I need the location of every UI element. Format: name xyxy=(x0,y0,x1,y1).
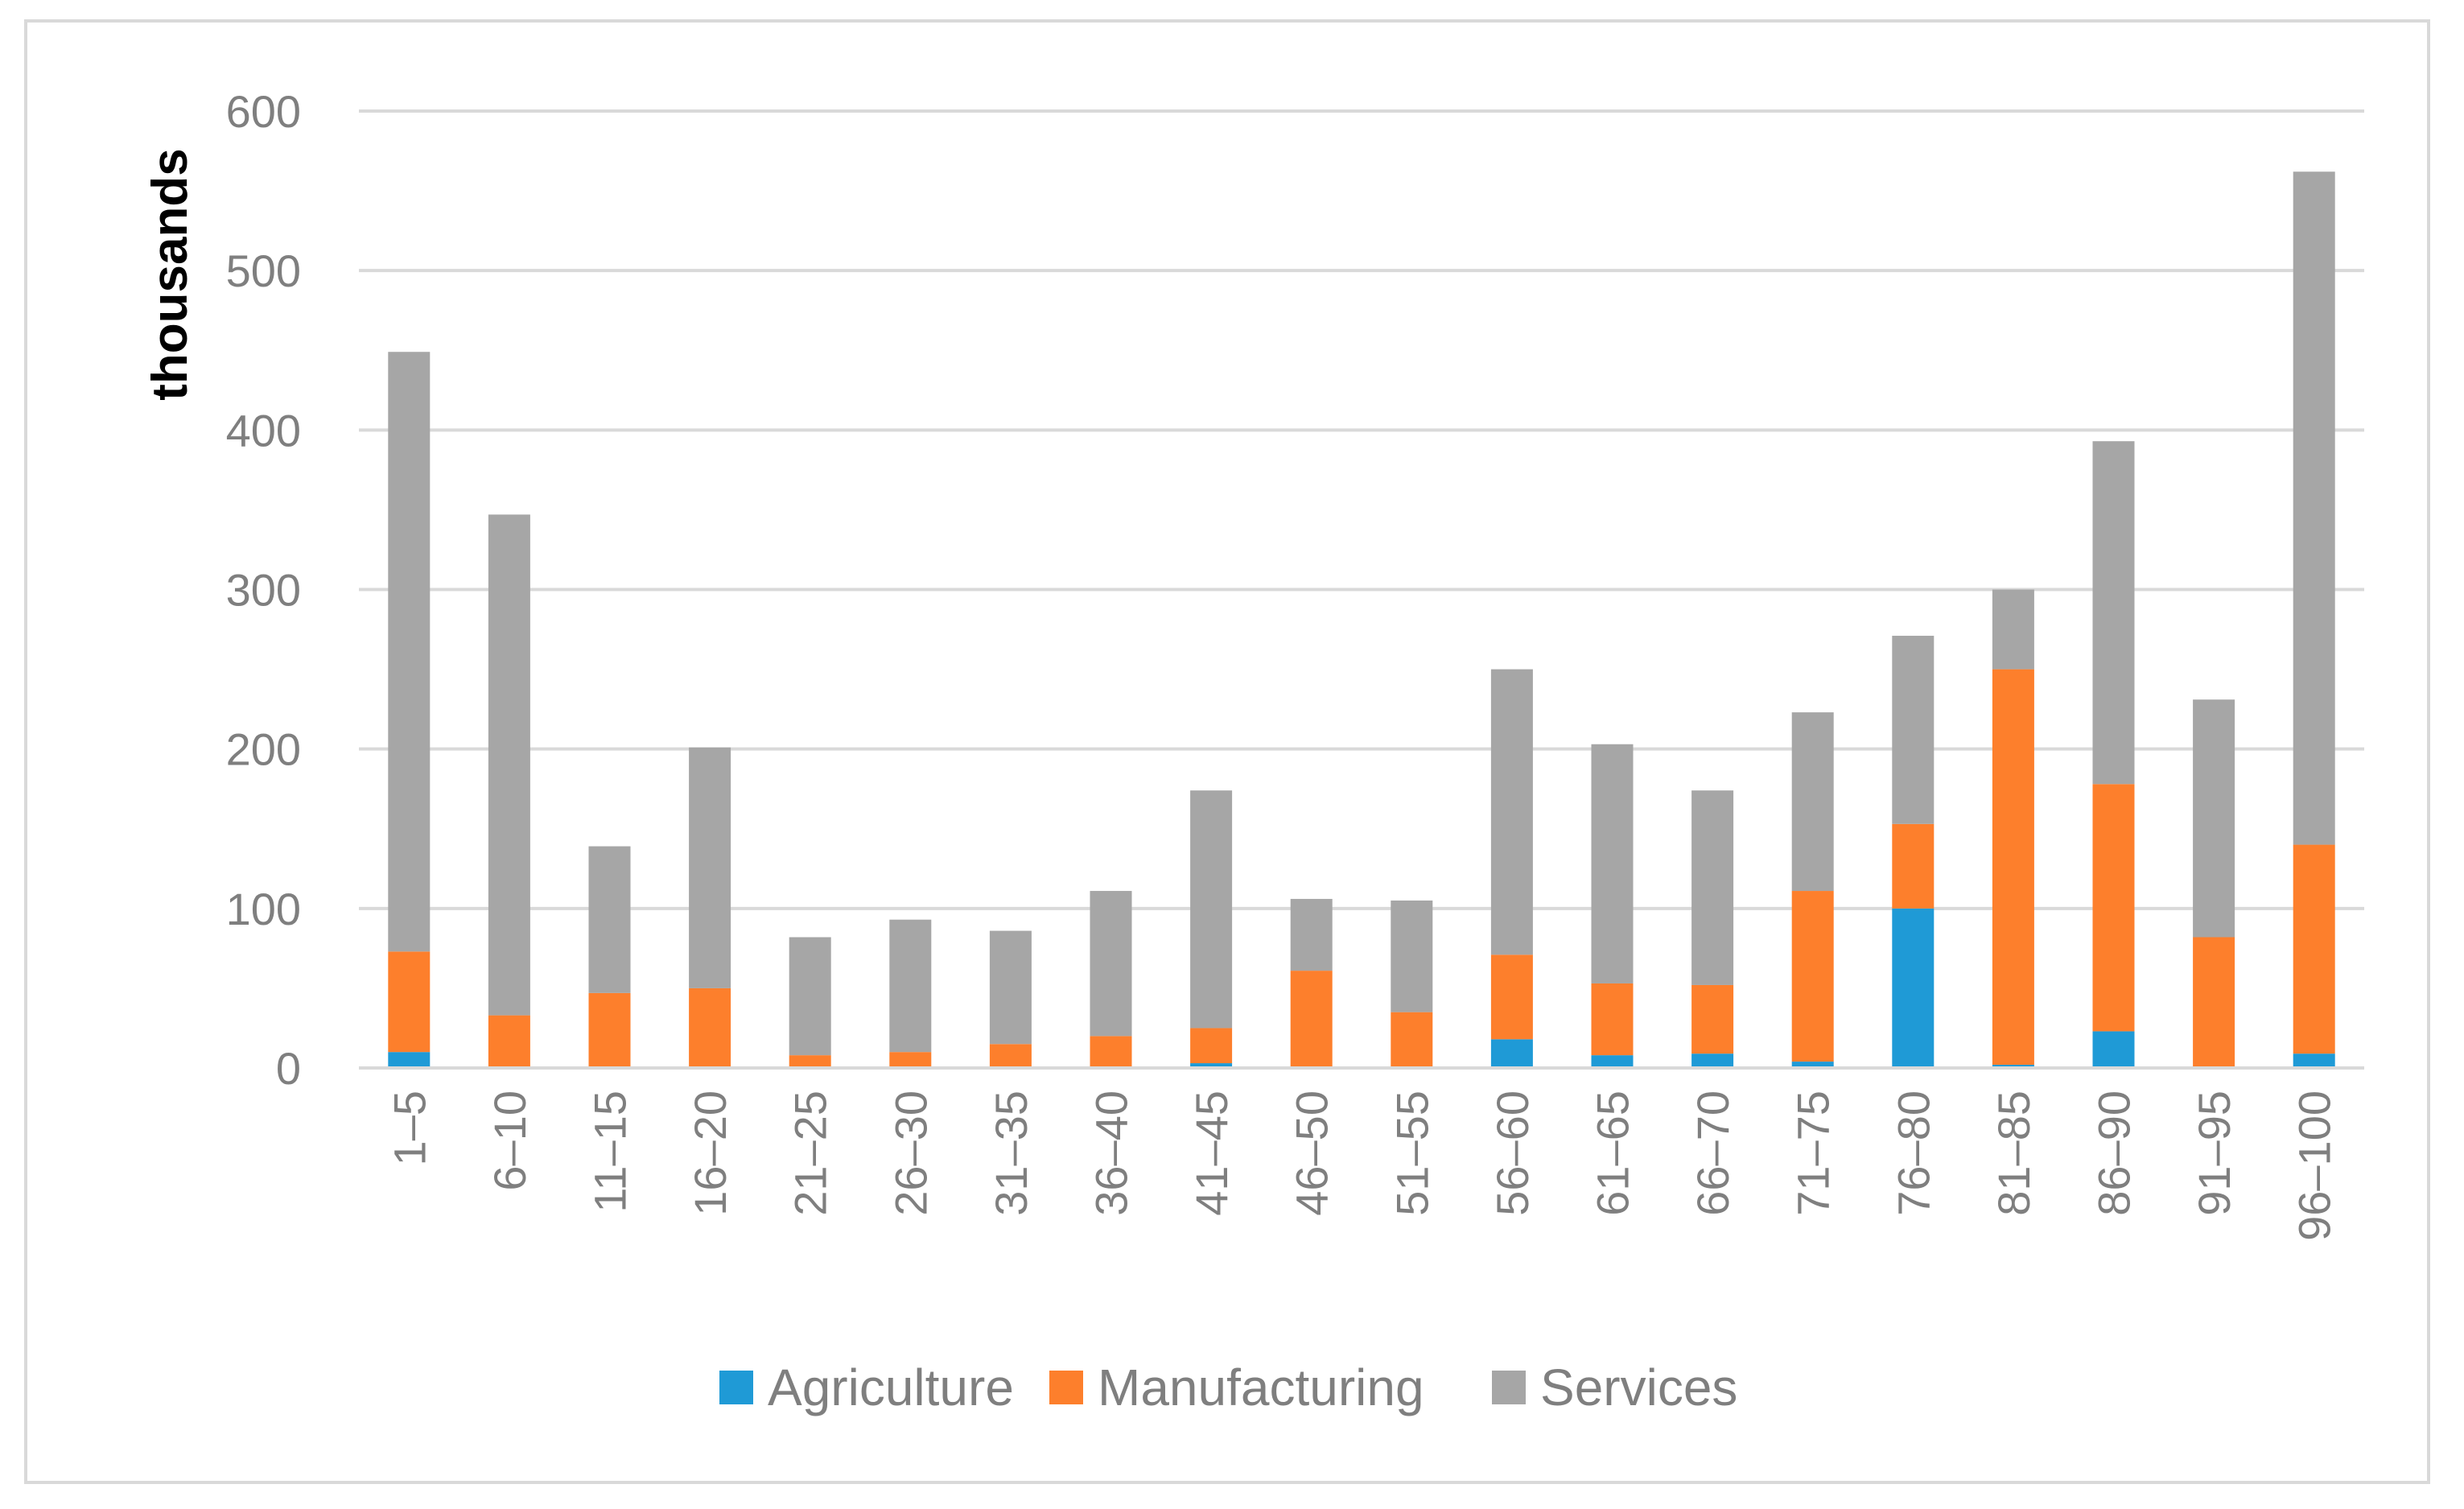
x-tick-label: 86–90 xyxy=(2089,1091,2140,1216)
bar-agriculture-18 xyxy=(2092,1031,2135,1068)
bar-services-18 xyxy=(2092,441,2135,785)
legend-label-services: Services xyxy=(1540,1359,1737,1416)
bar-services-6 xyxy=(889,919,932,1053)
bar-agriculture-20 xyxy=(2293,1053,2335,1068)
bar-manufacturing-20 xyxy=(2293,844,2335,1054)
bar-agriculture-1 xyxy=(388,1052,431,1068)
bar-services-19 xyxy=(2193,699,2235,938)
bar-manufacturing-15 xyxy=(1791,891,1834,1062)
x-tick-label: 6–10 xyxy=(484,1091,535,1191)
bar-manufacturing-4 xyxy=(689,987,731,1068)
y-tick-label: 600 xyxy=(226,86,301,137)
bar-services-17 xyxy=(1992,589,2034,670)
x-tick-label: 51–55 xyxy=(1387,1091,1437,1216)
x-tick-label: 81–85 xyxy=(1988,1091,2039,1216)
legend-label-manufacturing: Manufacturing xyxy=(1098,1359,1424,1416)
x-axis-ticks: 1–5 6–10 11–15 16–20 21–25 26–30 31–35 36–40 41–… xyxy=(384,1091,2339,1241)
x-tick-label: 21–25 xyxy=(785,1091,836,1216)
bar-agriculture-9 xyxy=(1190,1063,1233,1068)
bar-services-10 xyxy=(1290,898,1333,971)
bar-manufacturing-10 xyxy=(1290,971,1333,1068)
x-tick-label: 71–75 xyxy=(1788,1091,1839,1216)
x-tick-label: 26–30 xyxy=(885,1091,936,1216)
y-tick-label: 0 xyxy=(276,1043,301,1094)
bar-manufacturing-9 xyxy=(1190,1028,1233,1064)
bar-services-4 xyxy=(689,747,731,988)
bar-agriculture-12 xyxy=(1490,1039,1533,1068)
bar-services-9 xyxy=(1190,790,1233,1029)
bar-manufacturing-16 xyxy=(1892,823,1935,909)
bar-manufacturing-1 xyxy=(388,951,431,1053)
gridlines xyxy=(359,109,2364,910)
bar-manufacturing-11 xyxy=(1391,1012,1433,1068)
bar-manufacturing-8 xyxy=(1090,1036,1132,1068)
x-tick-label: 96–100 xyxy=(2289,1091,2340,1241)
x-tick-label: 91–95 xyxy=(2189,1091,2239,1216)
x-tick-label: 56–60 xyxy=(1487,1091,1538,1216)
x-tick-label: 41–45 xyxy=(1186,1091,1237,1216)
bar-manufacturing-13 xyxy=(1591,983,1634,1056)
bar-manufacturing-7 xyxy=(989,1044,1032,1068)
bar-agriculture-16 xyxy=(1892,908,1935,1068)
x-tick-label: 36–40 xyxy=(1086,1091,1137,1216)
bar-manufacturing-5 xyxy=(789,1055,831,1068)
y-tick-label: 400 xyxy=(226,405,301,456)
legend-swatch-agriculture xyxy=(719,1371,753,1404)
bar-services-3 xyxy=(588,846,631,993)
legend-label-agriculture: Agriculture xyxy=(768,1359,1014,1416)
y-tick-label: 500 xyxy=(226,245,301,296)
y-tick-label: 200 xyxy=(226,724,301,775)
bar-manufacturing-18 xyxy=(2092,784,2135,1032)
bar-services-14 xyxy=(1691,790,1734,985)
x-tick-label: 46–50 xyxy=(1287,1091,1337,1216)
bar-services-2 xyxy=(488,514,530,1016)
x-tick-label: 61–65 xyxy=(1588,1091,1638,1216)
bar-manufacturing-2 xyxy=(488,1015,530,1068)
bar-services-1 xyxy=(388,352,431,952)
legend-swatch-manufacturing xyxy=(1049,1371,1083,1404)
bar-agriculture-15 xyxy=(1791,1062,1834,1068)
bar-services-7 xyxy=(989,930,1032,1045)
legend-swatch-services xyxy=(1492,1371,1526,1404)
bar-manufacturing-19 xyxy=(2193,937,2235,1068)
bar-agriculture-13 xyxy=(1591,1055,1634,1068)
bar-services-11 xyxy=(1391,900,1433,1012)
x-tick-label: 16–20 xyxy=(685,1091,735,1216)
y-tick-label: 100 xyxy=(226,884,301,934)
x-tick-label: 1–5 xyxy=(384,1091,435,1165)
bar-manufacturing-12 xyxy=(1490,954,1533,1040)
bar-manufacturing-17 xyxy=(1992,669,2034,1066)
y-tick-label: 300 xyxy=(226,565,301,616)
bar-services-12 xyxy=(1490,669,1533,955)
bar-services-20 xyxy=(2293,171,2335,845)
bar-services-13 xyxy=(1591,744,1634,983)
stacked-bar-chart: 0 100 200 300 400 500 600 1–5 6–10 11–15 16–20 21–… xyxy=(142,86,2364,1416)
x-tick-label: 31–35 xyxy=(986,1091,1036,1216)
x-tick-label: 66–70 xyxy=(1687,1091,1738,1216)
y-axis-ticks: 0 100 200 300 400 500 600 xyxy=(226,86,301,1094)
x-tick-label: 76–80 xyxy=(1888,1091,1939,1216)
bar-services-8 xyxy=(1090,891,1132,1037)
chart-frame: 0 100 200 300 400 500 600 1–5 6–10 11–15 16–20 21–… xyxy=(24,19,2430,1484)
bar-services-5 xyxy=(789,937,831,1056)
legend: Agriculture Manufacturing Services xyxy=(719,1359,1737,1416)
bar-manufacturing-3 xyxy=(588,992,631,1068)
bar-manufacturing-6 xyxy=(889,1052,932,1068)
bar-manufacturing-14 xyxy=(1691,984,1734,1054)
bar-agriculture-14 xyxy=(1691,1053,1734,1068)
y-axis-label: thousands xyxy=(142,148,198,400)
bars xyxy=(388,171,2335,1068)
bar-services-15 xyxy=(1791,712,1834,892)
bar-services-16 xyxy=(1892,635,1935,824)
x-tick-label: 11–15 xyxy=(585,1091,636,1213)
